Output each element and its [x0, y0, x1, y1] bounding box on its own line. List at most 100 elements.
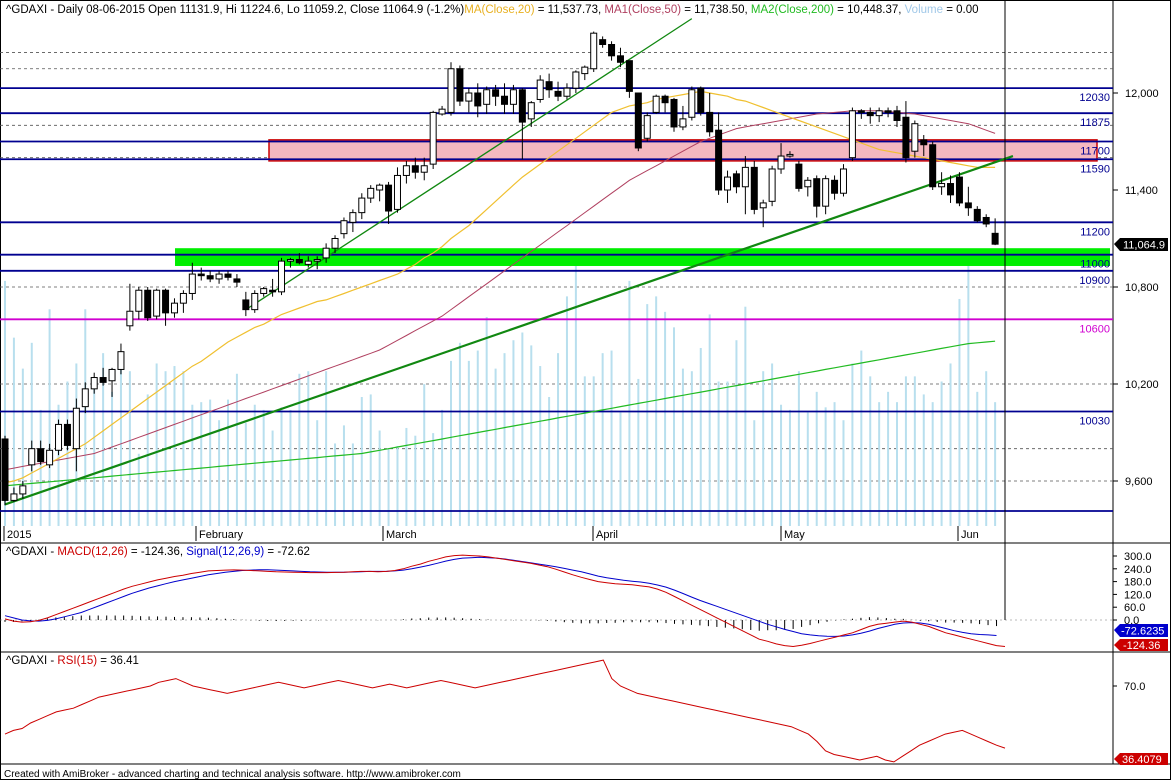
candle-body-down [99, 377, 107, 383]
candle-body-up [81, 388, 89, 408]
volume-bar [949, 363, 952, 526]
volume-bar [476, 350, 479, 526]
volume-bar [458, 342, 461, 526]
volume-bar [494, 368, 497, 526]
last-price-label: 11,064.9 [1123, 240, 1165, 252]
candle [822, 175, 830, 215]
candle-body-down [63, 423, 71, 446]
candle [286, 257, 294, 268]
candle-body-up [938, 183, 946, 188]
candle-body-up [28, 448, 36, 466]
candle [715, 112, 723, 195]
candle [518, 88, 526, 160]
price-header: ^GDAXI - Daily 08-06-2015 Open 11131.9, … [6, 4, 979, 16]
candle [777, 143, 785, 174]
candle [304, 256, 312, 268]
candle-body-down [955, 176, 963, 204]
candle [206, 270, 214, 283]
volume-bar [450, 360, 452, 526]
candle-body-up [786, 153, 794, 157]
volume-bar [815, 391, 818, 526]
candle-body-down [385, 184, 393, 212]
candle [947, 175, 955, 203]
volume-bar [405, 427, 408, 526]
volume-bar [646, 304, 649, 526]
volume-bar [467, 360, 470, 526]
candle [37, 440, 45, 465]
volume-bar [387, 448, 390, 526]
candle [929, 141, 937, 190]
candle-body-down [947, 183, 955, 196]
candle [28, 440, 36, 472]
last-price-tag [1114, 238, 1168, 251]
volume-bar [824, 407, 827, 526]
candle-body-down [545, 81, 553, 91]
volume-bar [369, 394, 372, 526]
volume-bar [342, 425, 345, 526]
candle-body-down [706, 111, 714, 133]
candle-body-up [313, 259, 321, 262]
candle-body-down [795, 163, 803, 189]
volume-bar [833, 402, 836, 526]
candle-body-up [251, 292, 259, 311]
volume-bar [958, 298, 961, 526]
volume-bar [681, 368, 684, 526]
price-axis-label: 9,600 [1125, 476, 1153, 488]
volume-bar [57, 404, 60, 526]
candle [759, 199, 767, 228]
level-label: 10600 [1079, 323, 1110, 335]
candle-body-up [402, 165, 410, 176]
candle-body-down [929, 144, 937, 188]
candle-body-down [964, 202, 972, 209]
candle [982, 214, 990, 228]
candle [331, 235, 339, 254]
volume-bar [619, 412, 622, 526]
candle-body-down [162, 289, 170, 314]
candle [10, 487, 18, 503]
candle-body-down [144, 289, 152, 319]
volume-bar [155, 363, 158, 526]
candle-body-up [465, 92, 473, 102]
moving-averages [4, 90, 996, 487]
candle-body-down [715, 129, 723, 191]
volume-bar [878, 402, 881, 526]
candle [322, 243, 330, 263]
candle [786, 151, 794, 158]
candle-body-up [804, 179, 812, 188]
level-label: 11000 [1080, 259, 1110, 271]
price-axis-label: 10,800 [1125, 282, 1159, 294]
volume-bar [780, 404, 783, 526]
horizontal-levels: 12030 11875 11700 11590 11200 11000 10900 10600… [0, 87, 1113, 512]
volume-bar [574, 262, 577, 526]
candle-body-up [822, 178, 830, 207]
macd-axis-label: 60.0 [1124, 602, 1145, 614]
volume-bar [325, 371, 328, 526]
candle-body-down [857, 110, 865, 113]
date-label-may: May [784, 529, 805, 541]
volume-bar [913, 376, 916, 526]
date-label-march: March [386, 529, 417, 541]
volume-bar [218, 420, 221, 526]
candle-body-down [269, 289, 277, 293]
candle [429, 110, 437, 169]
level-label: 11590 [1080, 163, 1110, 175]
candle-body-up [509, 89, 517, 105]
volume-bar [673, 327, 675, 526]
candle [563, 83, 571, 100]
candle [652, 94, 660, 115]
volume-bar [539, 366, 542, 526]
macd-value-tag-label: -124.36 [1123, 640, 1160, 652]
rsi-header: ^GDAXI - RSI(15) = 36.41 [6, 655, 139, 667]
candle [295, 253, 303, 265]
volume-bar [191, 404, 194, 526]
volume-bar [307, 371, 310, 526]
candle-body-down [920, 139, 928, 146]
volume-bar [111, 391, 114, 526]
footer-credit: Created with AmiBroker - advanced charti… [4, 769, 461, 780]
candle-body-down [893, 110, 901, 121]
candle-body-down [831, 179, 839, 194]
candle [670, 97, 678, 132]
candle-body-down [866, 111, 874, 117]
candle [581, 65, 589, 81]
candle [108, 367, 116, 397]
